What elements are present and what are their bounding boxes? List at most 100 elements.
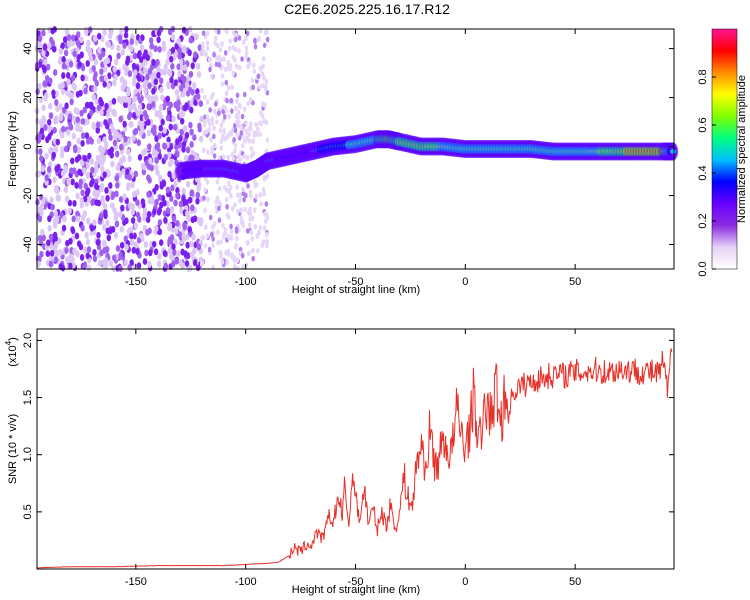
- spectrogram-cell: [115, 131, 120, 139]
- spectrogram-cell: [78, 178, 83, 186]
- spectrogram-cell: [253, 183, 258, 189]
- spectrogram-cell: [221, 154, 226, 160]
- spectrogram-cell: [53, 256, 59, 264]
- spectrogram-cell: [207, 56, 212, 63]
- spectrogram-cell: [52, 69, 58, 76]
- spectrogram-cell: [41, 198, 46, 205]
- spectrogram-cell: [218, 249, 222, 256]
- spectrogram-cell: [70, 226, 75, 233]
- spectrogram-cell: [264, 85, 268, 92]
- spectrogram-cell: [170, 62, 175, 70]
- spectrogram-cell: [93, 58, 99, 66]
- spectrogram-cell: [63, 49, 69, 57]
- spectrogram-cell: [102, 80, 107, 88]
- spectrogram-cell: [165, 186, 171, 194]
- spectrogram-cell: [229, 223, 233, 230]
- spectrogram-cell: [145, 73, 150, 81]
- spectrogram-cell: [118, 196, 124, 203]
- spectrogram-cell: [237, 102, 242, 109]
- spectrogram-cell: [151, 101, 156, 109]
- spectrogram-cell: [173, 79, 179, 87]
- spectrogram-cell: [132, 190, 137, 198]
- spectrogram-cell: [89, 224, 95, 232]
- spectrogram-cell: [82, 246, 88, 254]
- spectrogram-cell: [218, 46, 223, 53]
- spectrogram-cell: [235, 184, 239, 191]
- spectrogram-cell: [74, 232, 80, 240]
- spectrogram-cell: [99, 212, 104, 220]
- spectrogram-cell: [158, 124, 163, 132]
- spectrogram-cell: [184, 131, 190, 139]
- y-tick-label: 2.0: [22, 333, 34, 348]
- spectrogram-cell: [217, 205, 221, 212]
- spectrogram-cell: [177, 47, 182, 55]
- x-tick-label: -50: [348, 276, 364, 288]
- spectrogram-cell: [97, 46, 102, 54]
- spectrogram-cell: [79, 196, 84, 204]
- spectrogram-cell: [169, 253, 174, 261]
- spectrogram-cell: [79, 51, 84, 59]
- spectrogram-cell: [167, 222, 173, 230]
- spectrogram-cell: [251, 150, 256, 157]
- spectrogram-ridge: [174, 130, 679, 183]
- spectrogram-cell: [142, 211, 147, 219]
- spectrogram-cell: [215, 229, 220, 236]
- spectrogram-cell: [168, 123, 173, 131]
- spectrogram-cell: [238, 192, 243, 199]
- spectrogram-cell: [244, 35, 248, 42]
- spectrogram-cell: [180, 110, 186, 118]
- spectrogram-cell: [175, 186, 180, 194]
- spectrogram-cell: [68, 60, 74, 68]
- spectrogram-cell: [189, 141, 194, 148]
- spectrogram-cell: [260, 113, 265, 119]
- spectrogram-cell: [260, 71, 265, 77]
- x-tick-label: 50: [569, 276, 581, 288]
- spectrogram-cell: [162, 68, 167, 76]
- spectrogram-cell: [234, 63, 239, 69]
- spectrogram-cell: [137, 103, 143, 111]
- spectrogram-cell: [103, 212, 108, 220]
- spectrogram-cell: [198, 217, 204, 224]
- spectrogram-cell: [171, 243, 176, 251]
- spectrogram-cell: [84, 101, 90, 109]
- spectrogram-x-label: Height of straight line (km): [292, 284, 420, 296]
- spectrogram-cell: [66, 178, 71, 186]
- spectrogram-cell: [216, 239, 220, 246]
- spectrogram-cell: [227, 235, 231, 241]
- spectrogram-cell: [55, 105, 60, 112]
- spectrogram-cell: [232, 137, 236, 143]
- spectrogram-cell: [141, 149, 146, 157]
- spectrogram-cell: [104, 102, 109, 110]
- spectrogram-cell: [262, 225, 267, 231]
- spectrogram-cell: [86, 137, 91, 145]
- y-tick-label: -40: [22, 237, 34, 253]
- spectrogram-cell: [111, 191, 116, 199]
- spectrogram-cell: [254, 193, 259, 200]
- spectrogram-cell: [113, 58, 119, 66]
- spectrogram-cell: [82, 195, 88, 203]
- spectrogram-cell: [66, 78, 71, 86]
- spectrogram-cell: [137, 153, 143, 161]
- spectrogram-cell: [221, 222, 225, 229]
- spectrogram-cell: [219, 145, 224, 151]
- spectrogram-cell: [131, 246, 136, 254]
- spectrogram-cell: [58, 114, 64, 122]
- spectrogram-cell: [142, 258, 148, 265]
- spectrogram-cell: [47, 102, 53, 110]
- spectrogram-cell: [248, 121, 253, 127]
- spectrogram-cell: [220, 73, 225, 79]
- spectrogram-cell: [176, 37, 181, 45]
- spectrogram-cell: [264, 119, 269, 126]
- spectrogram-cell: [137, 75, 142, 82]
- spectrogram-cell: [265, 242, 269, 249]
- spectrogram-cell: [176, 63, 181, 71]
- spectrogram-cell: [54, 241, 59, 249]
- spectrogram-cell: [139, 232, 144, 240]
- spectrogram-cell: [209, 231, 214, 238]
- spectrogram-cell: [182, 46, 187, 54]
- spectrogram-cell: [171, 260, 176, 268]
- spectrogram-cell: [235, 208, 240, 215]
- snr-x-ticks: -150 -100 -50 0 50: [125, 329, 581, 588]
- chart-title: C2E6.2025.225.16.17.R12: [284, 1, 450, 17]
- spectrogram-cell: [157, 153, 162, 160]
